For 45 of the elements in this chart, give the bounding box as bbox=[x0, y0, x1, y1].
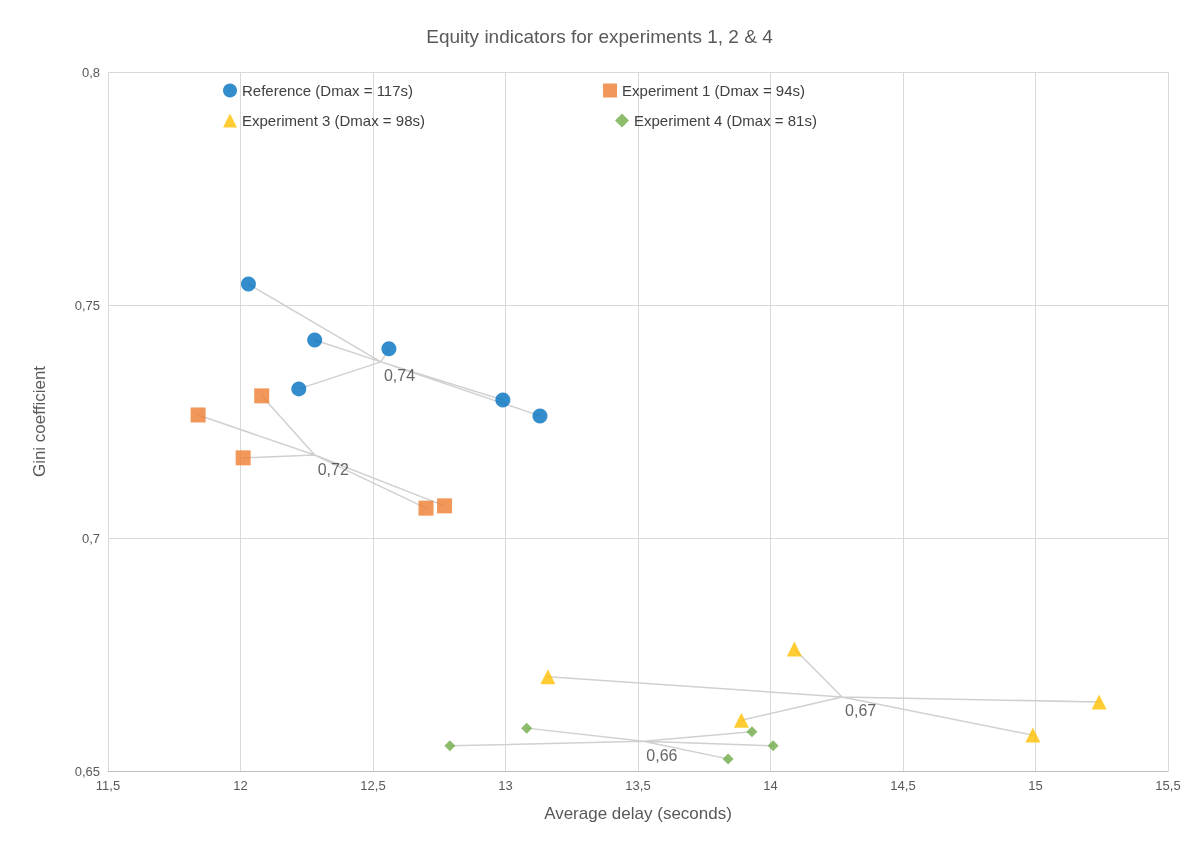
x-tick-label: 12,5 bbox=[360, 778, 386, 793]
x-tick-label: 13,5 bbox=[625, 778, 651, 793]
point bbox=[291, 381, 307, 397]
x-tick-label: 15,5 bbox=[1155, 778, 1181, 793]
annotation: 0,74 bbox=[383, 367, 416, 385]
point bbox=[418, 500, 434, 516]
point bbox=[786, 641, 802, 657]
legend-label: Experiment 3 (Dmax = 98s) bbox=[242, 112, 425, 129]
legend-label: Experiment 4 (Dmax = 81s) bbox=[633, 112, 817, 129]
point bbox=[1025, 727, 1041, 743]
annotation: 0,72 bbox=[317, 460, 349, 478]
point bbox=[540, 669, 556, 685]
point bbox=[733, 712, 749, 728]
y-tick-label: 0,7 bbox=[81, 530, 100, 546]
legend-label: Experiment 1 (Dmax = 94s) bbox=[622, 82, 806, 99]
point bbox=[254, 388, 270, 404]
point bbox=[307, 332, 323, 348]
legend-label: Reference (Dmax = 117s) bbox=[242, 82, 414, 99]
x-tick-label: 11,5 bbox=[95, 778, 121, 793]
point bbox=[1091, 694, 1107, 710]
point bbox=[521, 722, 533, 734]
x-tick-label: 14,5 bbox=[890, 778, 916, 793]
y-tick-label: 0,65 bbox=[74, 763, 100, 779]
point bbox=[495, 392, 511, 408]
x-tick-label: 12 bbox=[233, 778, 248, 793]
annotation: 0,67 bbox=[845, 702, 877, 720]
y-tick-label: 0,75 bbox=[74, 297, 100, 313]
annotation: 0,66 bbox=[646, 746, 678, 764]
chart-title: Equity indicators for experiments 1, 2 & 4 bbox=[426, 26, 774, 47]
point bbox=[437, 498, 453, 514]
point bbox=[381, 341, 397, 357]
point bbox=[532, 408, 548, 424]
y-axis-title: Gini coefficient bbox=[30, 365, 49, 478]
point bbox=[240, 276, 256, 292]
point bbox=[444, 740, 456, 752]
x-tick-label: 14 bbox=[763, 778, 778, 793]
point bbox=[746, 726, 758, 738]
point bbox=[722, 753, 734, 765]
point bbox=[190, 407, 206, 423]
point bbox=[235, 450, 251, 466]
x-tick-label: 15 bbox=[1028, 778, 1043, 793]
x-tick-label: 13 bbox=[498, 778, 513, 793]
y-tick-label: 0,8 bbox=[81, 64, 100, 80]
point bbox=[767, 740, 779, 752]
x-axis-title: Average delay (seconds) bbox=[544, 804, 732, 823]
